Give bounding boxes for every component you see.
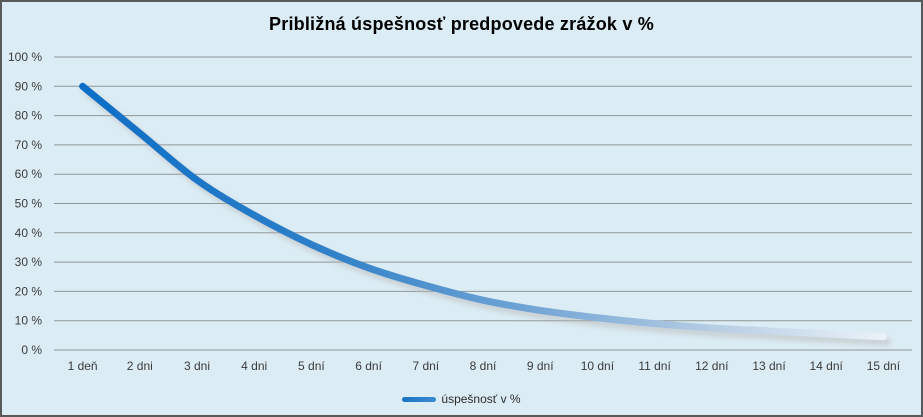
y-tick-label: 80 % bbox=[15, 109, 43, 123]
legend: úspešnosť v % bbox=[2, 392, 921, 406]
x-tick-label: 5 dní bbox=[298, 359, 325, 373]
x-tick-label: 13 dní bbox=[752, 359, 786, 373]
y-tick-label: 30 % bbox=[15, 255, 43, 269]
y-tick-label: 100 % bbox=[8, 50, 42, 64]
y-tick-label: 50 % bbox=[15, 197, 43, 211]
x-tick-label: 10 dní bbox=[581, 359, 615, 373]
y-tick-label: 60 % bbox=[15, 167, 43, 181]
x-tick-label: 12 dní bbox=[695, 359, 729, 373]
y-tick-label: 0 % bbox=[21, 343, 42, 357]
legend-line-swatch-icon bbox=[402, 396, 437, 402]
chart-title: Približná úspešnosť predpovede zrážok v … bbox=[269, 14, 654, 34]
y-tick-label: 40 % bbox=[15, 226, 43, 240]
y-tick-label: 90 % bbox=[15, 79, 43, 93]
x-tick-label: 14 dní bbox=[810, 359, 844, 373]
x-tick-label: 9 dní bbox=[527, 359, 554, 373]
x-tick-label: 2 dni bbox=[127, 359, 153, 373]
x-tick-label: 1 deň bbox=[68, 359, 98, 373]
x-tick-label: 3 dni bbox=[184, 359, 210, 373]
y-tick-label: 10 % bbox=[15, 314, 43, 328]
x-tick-label: 11 dní bbox=[638, 359, 671, 373]
y-tick-label: 20 % bbox=[15, 284, 43, 298]
y-tick-label: 70 % bbox=[15, 138, 43, 152]
success-rate-curve bbox=[79, 82, 887, 341]
x-tick-label: 6 dní bbox=[355, 359, 382, 373]
x-tick-label: 15 dní bbox=[867, 359, 901, 373]
x-tick-label: 8 dní bbox=[470, 359, 497, 373]
x-tick-label: 7 dní bbox=[412, 359, 439, 373]
x-tick-label: 4 dni bbox=[241, 359, 267, 373]
legend-label: úspešnosť v % bbox=[441, 392, 521, 406]
